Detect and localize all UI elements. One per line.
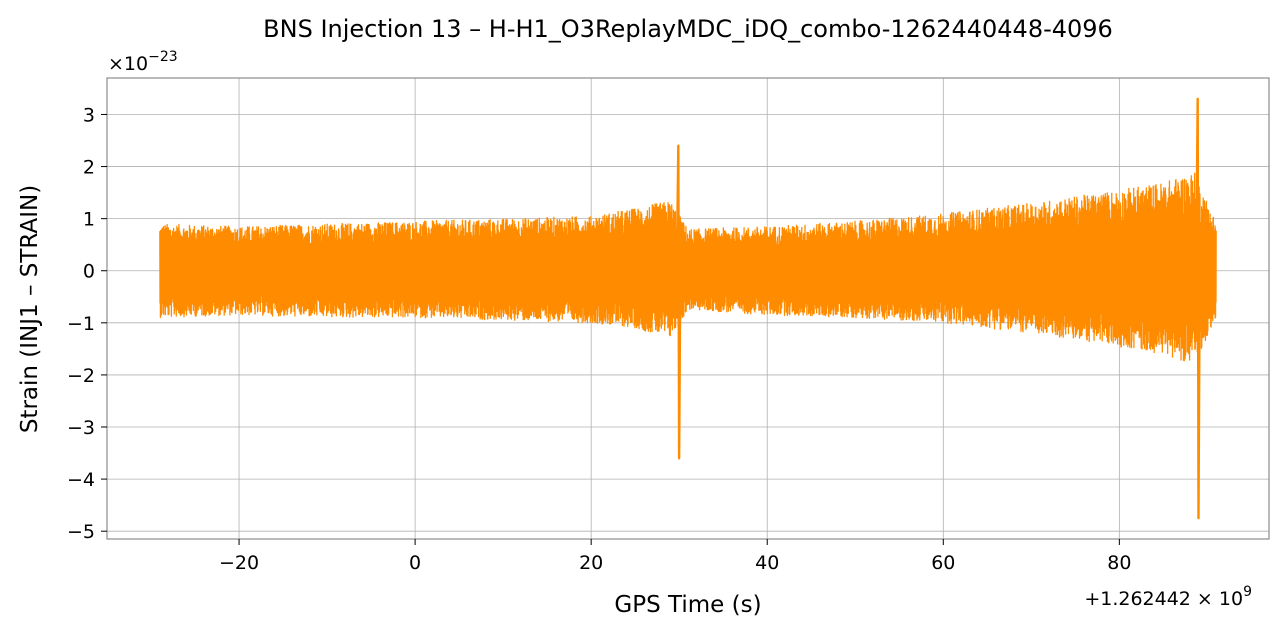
y-tick-label: −3 — [67, 417, 95, 439]
glitch-spike — [675, 144, 682, 460]
y-tick-label: −1 — [67, 313, 95, 335]
plot-frame — [106, 77, 1270, 540]
glitch-spike — [1195, 97, 1201, 520]
y-tick-label: 2 — [83, 157, 95, 179]
y-scale-label: ×10−23 — [108, 49, 178, 75]
chart-title: BNS Injection 13 – H-H1_O3ReplayMDC_iDQ_… — [263, 15, 1113, 43]
data-series — [159, 97, 1217, 520]
x-tick-label: 60 — [931, 552, 955, 574]
y-tick-label: 3 — [83, 104, 95, 126]
ticks: −20 0 20 40 60 80 −5 −4 −3 −2 −1 0 1 2 3 — [67, 104, 1131, 574]
strain-trace — [159, 172, 1217, 362]
x-tick-label: 40 — [755, 552, 779, 574]
y-scale-exponent: −23 — [148, 49, 178, 65]
y-tick-label: −2 — [67, 365, 95, 387]
y-axis-label: Strain (INJ1 – STRAIN) — [17, 185, 43, 433]
x-tick-label: 80 — [1107, 552, 1131, 574]
x-tick-label: 20 — [579, 552, 603, 574]
x-axis-label: GPS Time (s) — [614, 592, 761, 618]
y-tick-label: 1 — [83, 209, 95, 231]
x-offset-exponent: 9 — [1243, 584, 1252, 600]
y-tick-label: −5 — [67, 521, 95, 543]
x-offset-label: +1.262442 × 109 — [1084, 584, 1252, 610]
x-tick-label: 0 — [409, 552, 421, 574]
x-tick-label: −20 — [219, 552, 259, 574]
y-tick-label: 0 — [83, 261, 95, 283]
y-tick-label: −4 — [67, 469, 95, 491]
